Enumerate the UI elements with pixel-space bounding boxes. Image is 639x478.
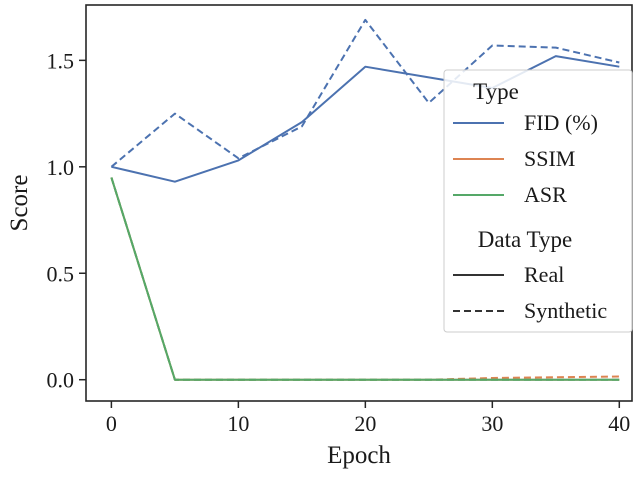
x-tick-label: 10 <box>227 411 249 436</box>
legend-box <box>443 69 633 333</box>
series-line-fid-synthetic <box>110 18 620 168</box>
axis-ticks: 0 10 20 30 40 0.0 0.5 1.0 1.5 <box>47 48 631 436</box>
legend-label: Synthetic <box>524 298 607 323</box>
y-tick-label: 1.0 <box>47 155 75 180</box>
y-tick-label: 1.5 <box>47 48 75 73</box>
series-layer <box>110 18 620 381</box>
legend-label: Real <box>524 262 564 287</box>
series-line-asr-synthetic <box>110 177 620 381</box>
series-line-fid-real <box>111 55 620 183</box>
x-tick-label: 40 <box>608 411 630 436</box>
y-tick-label: 0.0 <box>47 368 75 393</box>
legend-title-data-type: Data Type <box>478 227 572 252</box>
legend-title-type: Type <box>473 79 519 104</box>
y-axis-title: Score <box>6 175 33 232</box>
legend-metric-entries: FID (%) SSIM ASR <box>453 110 598 207</box>
y-tick-label: 0.5 <box>47 261 75 286</box>
legend-label: FID (%) <box>524 110 598 135</box>
x-tick-label: 0 <box>106 411 117 436</box>
x-axis-title: Epoch <box>327 442 391 469</box>
x-tick-label: 30 <box>481 411 503 436</box>
legend-style-entries: Real Synthetic <box>453 262 607 323</box>
legend-label: SSIM <box>524 146 575 171</box>
legend: Type FID (%) SSIM ASR Data Type Real Synthe… <box>443 69 633 333</box>
legend-label: ASR <box>524 182 567 207</box>
x-tick-label: 20 <box>354 411 376 436</box>
